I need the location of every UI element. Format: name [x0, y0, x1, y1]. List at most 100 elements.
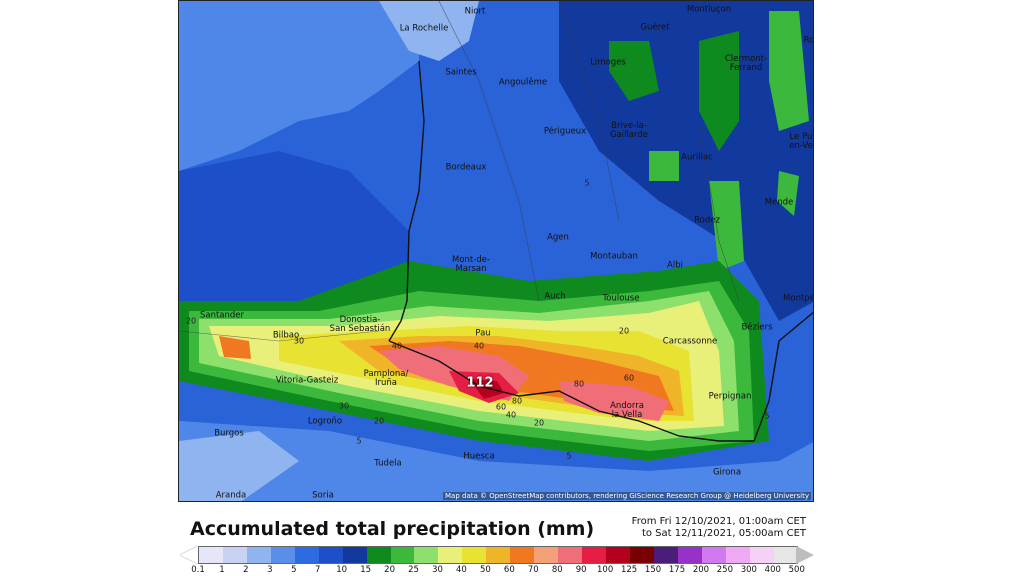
legend-tick-label: 150	[644, 565, 662, 575]
city-label: Aranda	[215, 490, 247, 501]
legend-swatch	[725, 547, 750, 563]
legend-swatch	[199, 547, 223, 563]
legend-swatch	[270, 547, 295, 563]
city-label: Tudela	[374, 458, 402, 469]
city-label: Bordeaux	[445, 162, 487, 173]
legend-tick-label: 300	[740, 565, 757, 575]
date-to: to Sat 12/11/2021, 05:00am CET	[641, 528, 806, 539]
city-label: Albi	[667, 260, 683, 271]
date-range: From Fri 12/10/2021, 01:00am CET to Sat …	[632, 516, 806, 540]
legend-swatch	[749, 547, 774, 563]
contour-label: 20	[185, 316, 197, 326]
city-label: Saintes	[445, 67, 477, 78]
precipitation-field	[179, 1, 813, 501]
legend-tick-label: 100	[597, 565, 614, 575]
chart-title: Accumulated total precipitation (mm)	[190, 518, 595, 540]
city-label: Montluçon	[686, 4, 732, 15]
legend-swatch	[629, 547, 654, 563]
city-label: Carcassonne	[662, 336, 718, 347]
legend-swatch	[677, 547, 702, 563]
city-label: Ro	[803, 35, 814, 46]
city-label: Agen	[547, 232, 569, 243]
contour-label: 30	[338, 401, 350, 411]
precipitation-map[interactable]: Niort La Rochelle Montluçon Guéret Saint…	[178, 0, 814, 502]
date-from: From Fri 12/10/2021, 01:00am CET	[631, 516, 806, 527]
city-label: Périgueux	[543, 126, 587, 137]
city-label: Montauban	[590, 251, 638, 262]
city-label: Montpe	[783, 293, 814, 304]
legend-swatch	[342, 547, 367, 563]
city-label: Angoulême	[498, 77, 548, 88]
city-label: Perpignan	[708, 391, 752, 402]
city-label: Santander	[199, 310, 245, 321]
city-label: Brive-la- Gaillarde	[609, 121, 649, 140]
legend-tick-label: 200	[692, 565, 710, 575]
city-label: La Rochelle	[399, 23, 449, 34]
contour-label: 60	[495, 402, 507, 412]
city-label: Le Pu en-Ve	[789, 132, 813, 151]
legend-swatch	[653, 547, 678, 563]
legend-tick-label: 80	[551, 565, 563, 575]
legend-tick-label: 2	[243, 565, 249, 575]
contour-label: 5	[764, 411, 770, 421]
peak-value-label: 112	[466, 375, 494, 391]
contour-label: 20	[533, 418, 545, 428]
contour-label: 40	[391, 341, 403, 351]
legend-swatch	[366, 547, 391, 563]
legend-swatch	[246, 547, 271, 563]
city-label: Mont-de- Marsan	[451, 255, 491, 274]
contour-label: 20	[618, 326, 630, 336]
legend-swatch	[414, 547, 439, 563]
contour-label: 5	[566, 451, 572, 461]
contour-label: 60	[623, 373, 635, 383]
legend-tick-label: 400	[764, 565, 781, 575]
legend-tick-label: 5	[291, 565, 297, 575]
legend-tick-label: 15	[360, 565, 372, 575]
city-label: Pamplona/ Iruña	[363, 369, 409, 388]
legend-swatch	[534, 547, 559, 563]
city-label: Guéret	[640, 22, 670, 33]
legend-tick-label: 25	[408, 565, 419, 575]
city-label: Béziers	[741, 322, 773, 333]
contour-label: 20	[373, 416, 385, 426]
legend-tick-label: 0.1	[191, 565, 205, 575]
city-label: Mende	[764, 197, 794, 208]
city-label: Limoges	[590, 57, 626, 68]
city-label: Andorra la Vella	[610, 401, 644, 420]
city-label: Donostia- San Sebastián	[329, 315, 391, 334]
city-label: Huesca	[463, 451, 495, 462]
legend-swatch	[510, 547, 535, 563]
legend-swatch	[222, 547, 247, 563]
city-label: Soria	[312, 490, 334, 501]
contour-label: 80	[511, 396, 523, 406]
city-label: Auch	[544, 291, 566, 302]
legend-tick-label: 500	[788, 565, 805, 575]
legend-tick-label: 90	[575, 565, 587, 575]
city-label: Aurillac	[681, 152, 713, 163]
legend-swatch	[462, 547, 487, 563]
city-label: Pau	[475, 328, 491, 339]
city-label: Toulouse	[602, 293, 640, 304]
legend-swatch	[701, 547, 726, 563]
legend-swatch	[390, 547, 415, 563]
legend-tick-label: 10	[336, 565, 348, 575]
city-label: Clermont- Ferrand	[724, 54, 768, 73]
legend-swatch	[486, 547, 511, 563]
legend-bar	[198, 546, 799, 564]
legend-tick-label: 60	[503, 565, 515, 575]
legend-swatch	[582, 547, 606, 563]
legend-swatch	[438, 547, 463, 563]
city-label: Vitoria-Gasteiz	[275, 375, 339, 386]
legend-tick-label: 20	[384, 565, 396, 575]
contour-label: 80	[573, 379, 585, 389]
city-label: Niort	[464, 6, 486, 17]
city-label: Logroño	[307, 416, 343, 427]
legend-tick-label: 3	[267, 565, 273, 575]
legend-swatch	[558, 547, 582, 563]
city-label: Burgos	[214, 428, 244, 439]
color-legend: 0.1 1 2 3 5 7 10 15 20 25 30 40 50 60 70 80 90 100 125 150 1…	[180, 546, 814, 576]
city-label: Rodez	[694, 215, 720, 226]
legend-swatch	[318, 547, 343, 563]
contour-label: 5	[584, 178, 590, 188]
legend-max-arrow	[796, 546, 814, 564]
